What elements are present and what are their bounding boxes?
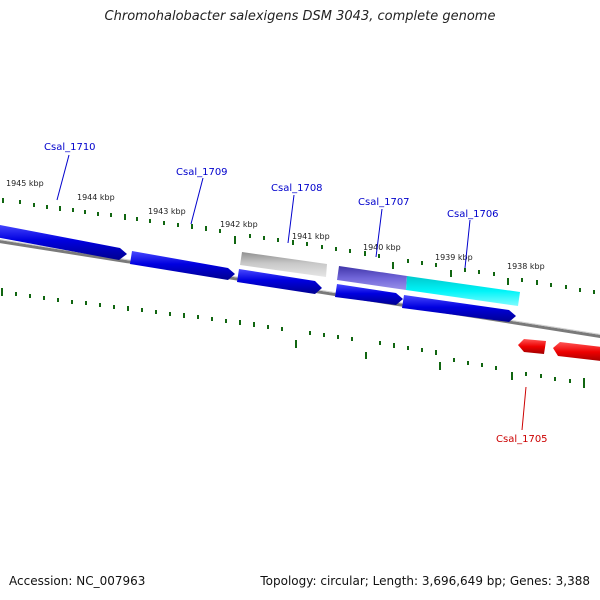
cds-csal-1705[interactable] bbox=[518, 339, 546, 354]
callout-line-csal-1709 bbox=[190, 177, 204, 225]
callout-line-csal-1706 bbox=[464, 219, 471, 269]
cds-csal-1709[interactable] bbox=[130, 251, 235, 280]
accession-text: Accession: NC_007963 bbox=[9, 574, 146, 588]
gene-csal-1708-gray[interactable] bbox=[240, 252, 327, 277]
kbp-label-1942: 1942 kbp bbox=[220, 220, 258, 229]
gene-label-csal-1707[interactable]: Csal_1707 bbox=[358, 197, 410, 208]
kbp-label-1943: 1943 kbp bbox=[148, 207, 186, 216]
cds-csal-1706[interactable] bbox=[402, 295, 516, 322]
gene-label-csal-1709[interactable]: Csal_1709 bbox=[176, 167, 228, 178]
cds-next-reverse[interactable] bbox=[553, 342, 600, 362]
callout-line-csal-1705 bbox=[521, 386, 527, 431]
kbp-label-1945: 1945 kbp bbox=[6, 179, 44, 188]
callout-line-csal-1710 bbox=[56, 154, 70, 201]
genome-summary-text: Topology: circular; Length: 3,696,649 bp… bbox=[260, 574, 590, 588]
kbp-label-1939: 1939 kbp bbox=[435, 253, 473, 262]
gene-label-csal-1708[interactable]: Csal_1708 bbox=[271, 183, 323, 194]
gene-label-csal-1705[interactable]: Csal_1705 bbox=[496, 434, 548, 445]
forward-features bbox=[0, 224, 520, 322]
cds-csal-1707[interactable] bbox=[335, 284, 403, 305]
kbp-label-1940: 1940 kbp bbox=[363, 243, 401, 252]
callout-line-csal-1708 bbox=[287, 194, 295, 244]
gene-csal-1707-purple[interactable] bbox=[337, 266, 407, 290]
reverse-features bbox=[518, 339, 600, 362]
cds-csal-1708[interactable] bbox=[237, 269, 322, 294]
cds-csal-1710[interactable] bbox=[0, 224, 127, 260]
callout-line-csal-1707 bbox=[375, 208, 383, 258]
kbp-label-1938: 1938 kbp bbox=[507, 262, 545, 271]
outer-ruler bbox=[2, 198, 595, 294]
gene-label-csal-1710[interactable]: Csal_1710 bbox=[44, 142, 96, 153]
map-title: Chromohalobacter salexigens DSM 3043, co… bbox=[104, 9, 496, 24]
inner-ruler bbox=[1, 288, 585, 388]
kbp-label-1941: 1941 kbp bbox=[292, 232, 330, 241]
kbp-label-1944: 1944 kbp bbox=[77, 193, 115, 202]
gene-label-csal-1706[interactable]: Csal_1706 bbox=[447, 209, 499, 220]
gene-csal-1706-cyan[interactable] bbox=[406, 276, 520, 306]
